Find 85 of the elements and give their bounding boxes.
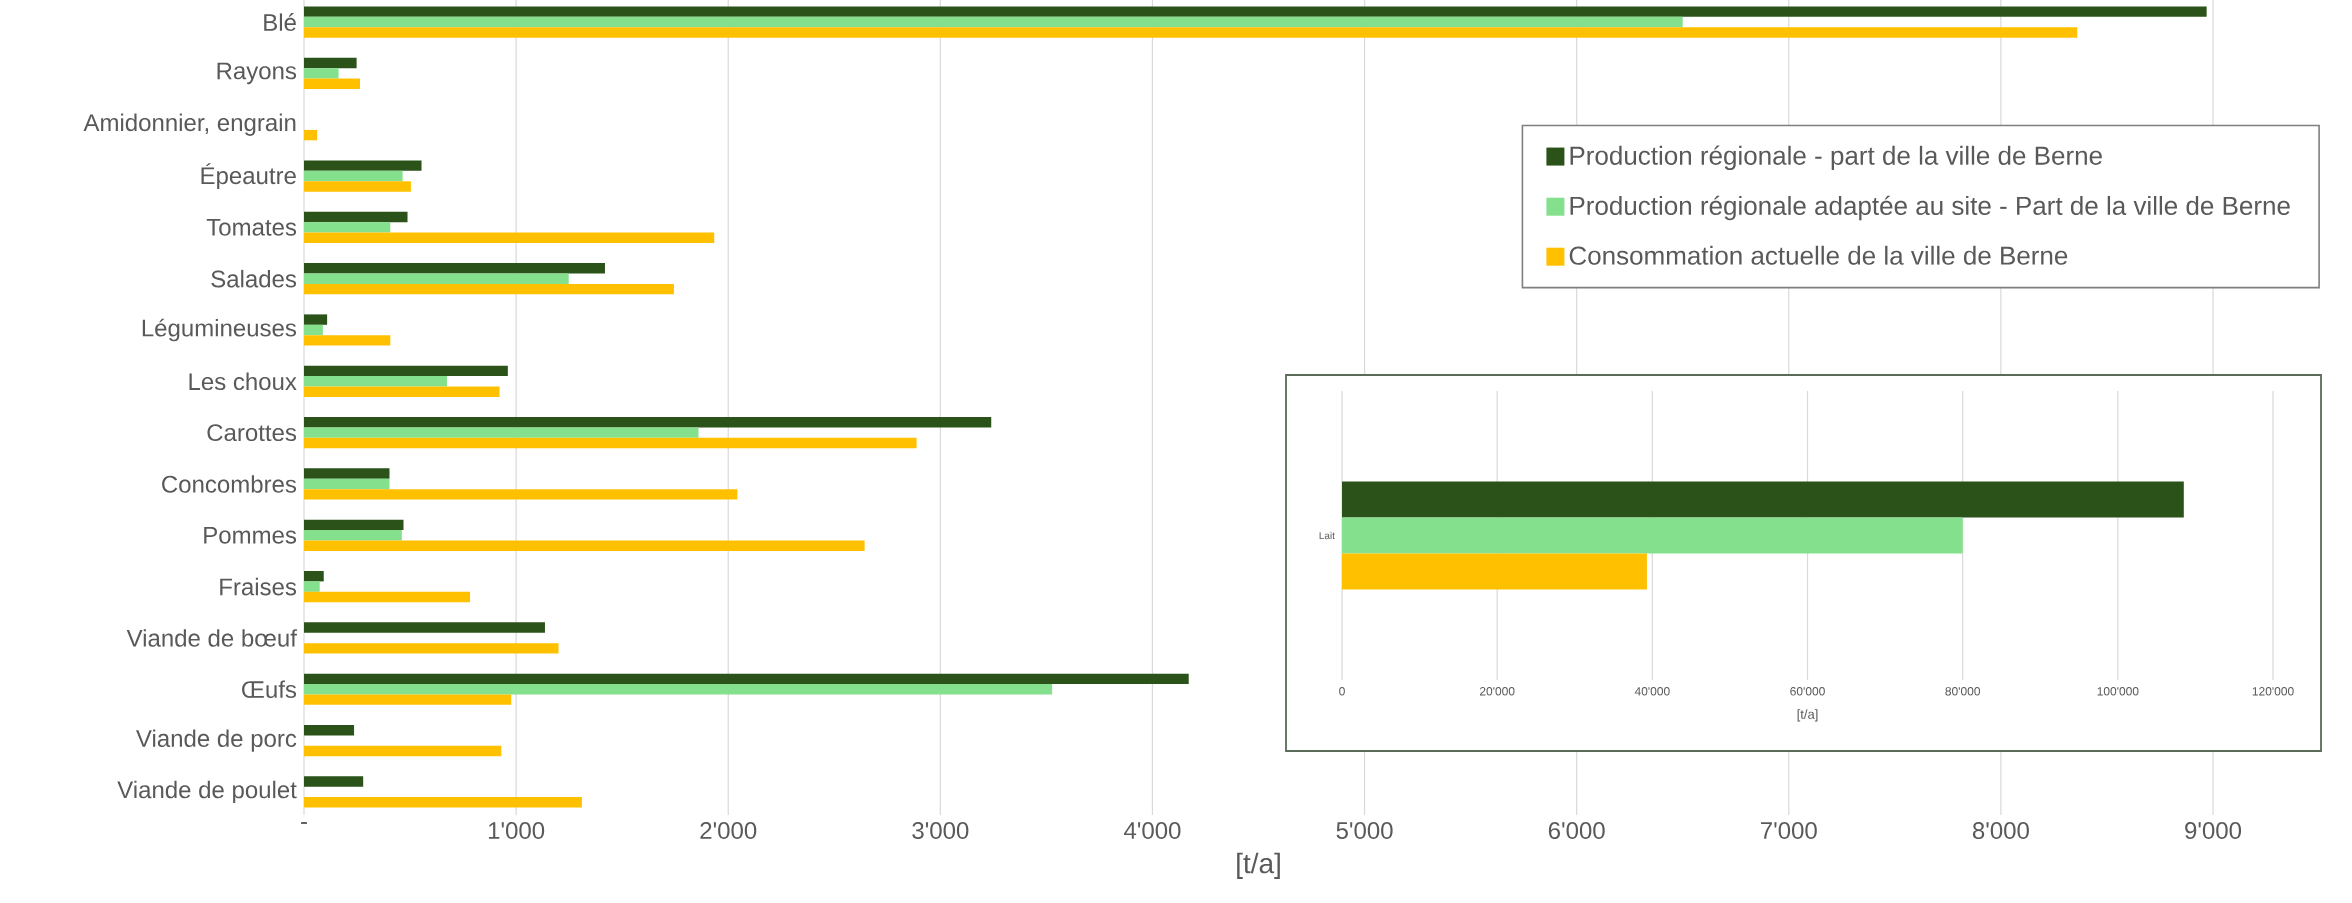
- x-tick-label: 3'000: [912, 822, 969, 840]
- bar: [304, 324, 323, 336]
- y-tick-label: Les choux: [189, 372, 297, 391]
- bar: [304, 6, 2207, 17]
- x-tick-label: 9'000: [2185, 822, 2242, 840]
- bar: [304, 417, 992, 428]
- x-tick-label: 0: [1339, 687, 1345, 696]
- x-tick-label: 60'000: [1790, 687, 1825, 696]
- y-tick-label: Œufs: [242, 680, 297, 699]
- bar: [304, 797, 582, 808]
- bar: [1342, 517, 1963, 554]
- x-tick-label: 4'000: [1124, 822, 1181, 840]
- y-tick-label: Salades: [211, 269, 297, 288]
- bar: [304, 571, 324, 582]
- y-tick-label: Viande de bœuf: [126, 629, 297, 647]
- bar: [304, 540, 865, 551]
- x-tick-label: -: [301, 822, 307, 824]
- bar: [304, 78, 361, 89]
- bar: [304, 222, 391, 233]
- bar: [304, 643, 559, 654]
- bar: [304, 57, 357, 69]
- bar: [304, 335, 391, 346]
- bar: [304, 68, 339, 79]
- bar: [304, 437, 917, 449]
- x-tick-label: 6'000: [1548, 822, 1605, 840]
- bar: [304, 673, 1189, 685]
- y-tick-label: Amidonnier, engrain: [83, 113, 296, 136]
- bar: [1342, 481, 2184, 518]
- y-tick-label: Carottes: [207, 424, 297, 442]
- bar: [304, 776, 364, 787]
- bar: [304, 129, 318, 141]
- x-tick-label: 20'000: [1479, 687, 1515, 696]
- bar: [304, 591, 471, 603]
- bar: [304, 376, 447, 387]
- legend-label: Production régionale adaptée au site - Part de la ville de Berne: [1570, 195, 2290, 221]
- bar: [304, 478, 390, 490]
- bar: [304, 386, 500, 397]
- y-tick-label: Lait: [1319, 531, 1335, 540]
- bar: [304, 530, 402, 541]
- y-tick-label: Épeautre: [201, 163, 296, 189]
- y-tick-label: Viande de poulet: [117, 780, 297, 804]
- y-tick-label: Pommes: [204, 526, 297, 544]
- bar: [304, 468, 390, 479]
- bar: [304, 427, 699, 438]
- bar: [304, 263, 605, 274]
- bar: [304, 232, 715, 243]
- bar: [304, 211, 408, 223]
- bar: [304, 27, 2078, 38]
- x-axis-title: [t/a]: [1237, 852, 1280, 879]
- x-tick-label: 5'000: [1336, 822, 1393, 840]
- legend-label: Production régionale - part de la ville de Berne: [1570, 145, 2102, 171]
- bar: [304, 181, 411, 192]
- y-tick-label: Blé: [264, 13, 296, 31]
- bar: [304, 745, 502, 757]
- bar: [304, 273, 569, 284]
- x-tick-label: 120'000: [2252, 687, 2294, 696]
- x-tick-label: 8'000: [1972, 822, 2029, 840]
- bar: [304, 365, 508, 377]
- y-tick-label: Viande de porc: [136, 729, 297, 752]
- x-tick-label: 100'000: [2097, 687, 2139, 696]
- bar: [304, 160, 422, 171]
- y-tick-label: Fraises: [220, 577, 297, 596]
- bar: [304, 622, 545, 633]
- y-tick-label: Concombres: [162, 475, 297, 493]
- bar: [304, 489, 738, 500]
- x-tick-label: 40'000: [1634, 687, 1670, 696]
- legend-label: Consommation actuelle de la ville de Berne: [1569, 245, 2068, 265]
- bar: [304, 519, 404, 531]
- x-axis-title: [t/a]: [1797, 709, 1818, 722]
- bar: [1342, 553, 1647, 590]
- bar: [304, 16, 1683, 28]
- x-tick-label: 1'000: [488, 822, 545, 840]
- x-tick-label: 80'000: [1945, 687, 1981, 696]
- bar: [304, 581, 320, 592]
- bar: [304, 314, 328, 325]
- bar: [304, 724, 355, 736]
- bar: [304, 170, 403, 182]
- bar: [304, 694, 512, 705]
- y-tick-label: Tomates: [206, 218, 297, 236]
- y-tick-label: Rayons: [217, 62, 297, 85]
- bar: [304, 283, 674, 295]
- y-tick-label: Légumineuses: [142, 318, 297, 342]
- bar: [304, 684, 1053, 695]
- x-tick-label: 2'000: [700, 822, 757, 840]
- x-tick-label: 7'000: [1761, 822, 1817, 840]
